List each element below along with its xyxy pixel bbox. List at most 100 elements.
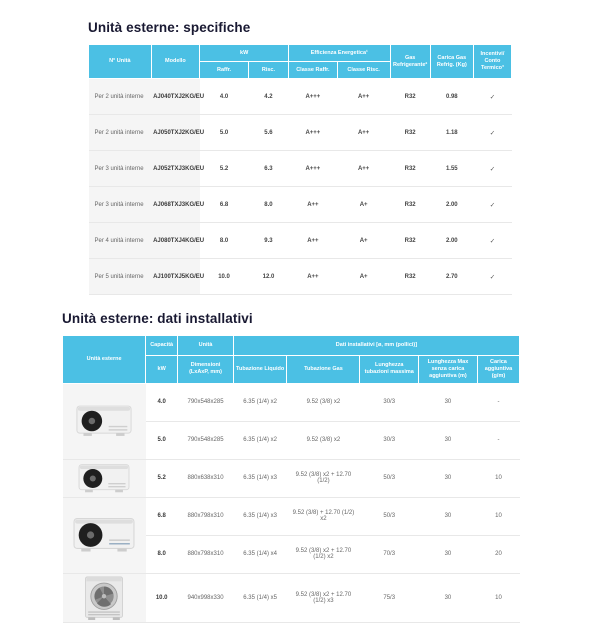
cell-tub-liquido: 6.35 (1/4) x3 bbox=[233, 497, 287, 536]
cell-raffr: 5.2 bbox=[199, 150, 249, 187]
cell-gas: R32 bbox=[390, 78, 431, 115]
cell-tub-gas: 9.52 (3/8) x2 + 12.70 (1/2) x3 bbox=[286, 573, 360, 623]
col-group-efficienza: Efficienza Energetica¹ bbox=[288, 44, 391, 62]
cell-carica: 1.55 bbox=[430, 150, 474, 187]
cell-dimensioni: 790x548x285 bbox=[177, 421, 234, 460]
col-header-dimensioni: Dimensioni (LxAxP, mm) bbox=[177, 355, 234, 384]
checkmark-icon: ✓ bbox=[473, 258, 512, 295]
spec-table-header: N° Unità Modello kW Efficienza Energetic… bbox=[88, 44, 513, 79]
cell-classe-risc: A+ bbox=[337, 258, 391, 295]
cell-modello: AJ100TXJ5KG/EU bbox=[151, 258, 204, 295]
cell-n-unita: Per 2 unità interne bbox=[88, 114, 152, 151]
col-header-lunghezza-max: Lunghezza tubazioni massima bbox=[359, 355, 419, 384]
outdoor-unit-image-cell bbox=[62, 497, 146, 574]
cell-classe-risc: A+ bbox=[337, 222, 391, 259]
cell-lunghezza-max: 70/3 bbox=[359, 535, 419, 574]
outdoor-unit-image-cell bbox=[62, 459, 146, 498]
cell-carica: 2.70 bbox=[430, 258, 474, 295]
cell-tub-liquido: 6.35 (1/4) x5 bbox=[233, 573, 287, 623]
section-dati-installativi: Unità esterne: dati installativi Unità e… bbox=[61, 311, 521, 623]
col-header-incentivi: Incentivi/ Conto Termico³ bbox=[472, 44, 513, 79]
cell-modello: AJ052TXJ3KG/EU bbox=[151, 150, 204, 187]
cell-carica: 1.18 bbox=[430, 114, 474, 151]
cell-lunghezza-senza-carica: 30 bbox=[418, 459, 478, 498]
cell-capacita: 5.0 bbox=[145, 421, 178, 460]
cell-risc: 12.0 bbox=[248, 258, 289, 295]
checkmark-icon: ✓ bbox=[473, 150, 512, 187]
cell-tub-liquido: 6.35 (1/4) x4 bbox=[233, 535, 287, 574]
cell-tub-liquido: 6.35 (1/4) x2 bbox=[233, 383, 287, 422]
cell-n-unita: Per 3 unità interne bbox=[88, 150, 152, 187]
cell-carica: 0.98 bbox=[430, 78, 474, 115]
cell-lunghezza-senza-carica: 30 bbox=[418, 497, 478, 536]
col-header-gas: Gas Refrigerante² bbox=[389, 44, 431, 79]
cell-lunghezza-senza-carica: 30 bbox=[418, 573, 478, 623]
col-group-dati-installativi: Dati installativi [ø, mm (pollici)] bbox=[232, 335, 521, 356]
col-header-classe-raffr: Classe Raffr. bbox=[288, 61, 338, 79]
cell-dimensioni: 880x638x310 bbox=[177, 459, 234, 498]
cell-n-unita: Per 2 unità interne bbox=[88, 78, 152, 115]
cell-lunghezza-max: 75/3 bbox=[359, 573, 419, 623]
outdoor-unit-image-cell bbox=[62, 383, 146, 460]
cell-tub-gas: 9.52 (3/8) x2 + 12.70 (1/2) x2 bbox=[286, 535, 360, 574]
checkmark-icon: ✓ bbox=[473, 222, 512, 259]
cell-lunghezza-max: 30/3 bbox=[359, 383, 419, 422]
cell-n-unita: Per 4 unità interne bbox=[88, 222, 152, 259]
col-header-modello: Modello bbox=[150, 44, 201, 79]
spec-row: Per 3 unità interne AJ068TXJ3KG/EU 6.8 8… bbox=[88, 186, 512, 223]
cell-risc: 8.0 bbox=[248, 186, 289, 223]
cell-classe-raffr: A+++ bbox=[288, 114, 338, 151]
outdoor-unit-side-icon bbox=[65, 463, 144, 494]
cell-carica-aggiuntiva: 10 bbox=[477, 497, 520, 536]
cell-lunghezza-max: 50/3 bbox=[359, 459, 419, 498]
cell-raffr: 8.0 bbox=[199, 222, 249, 259]
col-group-kw: kW bbox=[199, 44, 290, 62]
cell-lunghezza-senza-carica: 30 bbox=[418, 535, 478, 574]
cell-dimensioni: 880x798x310 bbox=[177, 497, 234, 536]
cell-modello: AJ080TXJ4KG/EU bbox=[151, 222, 204, 259]
outdoor-unit-side-icon bbox=[65, 404, 144, 438]
spec-row: Per 2 unità interne AJ050TXJ2KG/EU 5.0 5… bbox=[88, 114, 512, 151]
install-row: 4.0 790x548x285 6.35 (1/4) x2 9.52 (3/8)… bbox=[62, 383, 520, 460]
outdoor-unit-front-icon bbox=[65, 576, 144, 620]
cell-risc: 9.3 bbox=[248, 222, 289, 259]
cell-carica-aggiuntiva: 10 bbox=[477, 459, 520, 498]
col-header-capacita: Capacità bbox=[145, 335, 179, 356]
cell-n-unita: Per 5 unità interne bbox=[88, 258, 152, 295]
col-header-tub-gas: Tubazione Gas bbox=[286, 355, 361, 384]
cell-classe-raffr: A++ bbox=[288, 258, 338, 295]
cell-tub-gas: 9.52 (3/8) x2 bbox=[286, 383, 360, 422]
col-header-tub-liquido: Tubazione Liquido bbox=[232, 355, 288, 384]
col-header-kw: kW bbox=[145, 355, 179, 384]
cell-capacita: 4.0 bbox=[145, 383, 178, 422]
cell-gas: R32 bbox=[390, 222, 431, 259]
cell-carica-aggiuntiva: 20 bbox=[477, 535, 520, 574]
cell-lunghezza-max: 50/3 bbox=[359, 497, 419, 536]
cell-lunghezza-senza-carica: 30 bbox=[418, 383, 478, 422]
cell-carica: 2.00 bbox=[430, 186, 474, 223]
install-row: 5.0 790x548x285 6.35 (1/4) x2 9.52 (3/8)… bbox=[63, 421, 520, 460]
col-header-classe-risc: Classe Risc. bbox=[336, 61, 391, 79]
install-row: 8.0 880x798x310 6.35 (1/4) x4 9.52 (3/8)… bbox=[63, 535, 520, 574]
col-header-unita: Unità bbox=[177, 335, 234, 356]
cell-carica-aggiuntiva: - bbox=[477, 421, 520, 460]
cell-raffr: 4.0 bbox=[199, 78, 249, 115]
cell-classe-risc: A++ bbox=[337, 78, 391, 115]
cell-classe-raffr: A+++ bbox=[288, 78, 338, 115]
cell-capacita: 6.8 bbox=[145, 497, 178, 536]
cell-gas: R32 bbox=[390, 114, 431, 151]
checkmark-icon: ✓ bbox=[473, 114, 512, 151]
cell-modello: AJ050TXJ2KG/EU bbox=[151, 114, 204, 151]
cell-n-unita: Per 3 unità interne bbox=[88, 186, 152, 223]
cell-tub-gas: 9.52 (3/8) x2 + 12.70 (1/2) bbox=[286, 459, 360, 498]
page-title: Unità esterne: specifiche bbox=[88, 20, 251, 35]
spec-row: Per 5 unità interne AJ100TXJ5KG/EU 10.0 … bbox=[88, 258, 512, 295]
section-specifiche: Unità esterne: specifiche N° Unità Model… bbox=[88, 20, 513, 295]
col-header-lunghezza-senza-carica: Lunghezza Max senza carica aggiuntiva (m… bbox=[417, 355, 478, 384]
cell-gas: R32 bbox=[390, 150, 431, 187]
cell-dimensioni: 790x548x285 bbox=[177, 383, 234, 422]
install-row: 5.2 880x638x310 6.35 (1/4) x3 9.52 (3/8)… bbox=[62, 459, 520, 498]
cell-lunghezza-senza-carica: 30 bbox=[418, 421, 478, 460]
cell-dimensioni: 940x998x330 bbox=[177, 573, 234, 623]
col-header-unita-esterne: Unità esterne bbox=[61, 335, 147, 384]
